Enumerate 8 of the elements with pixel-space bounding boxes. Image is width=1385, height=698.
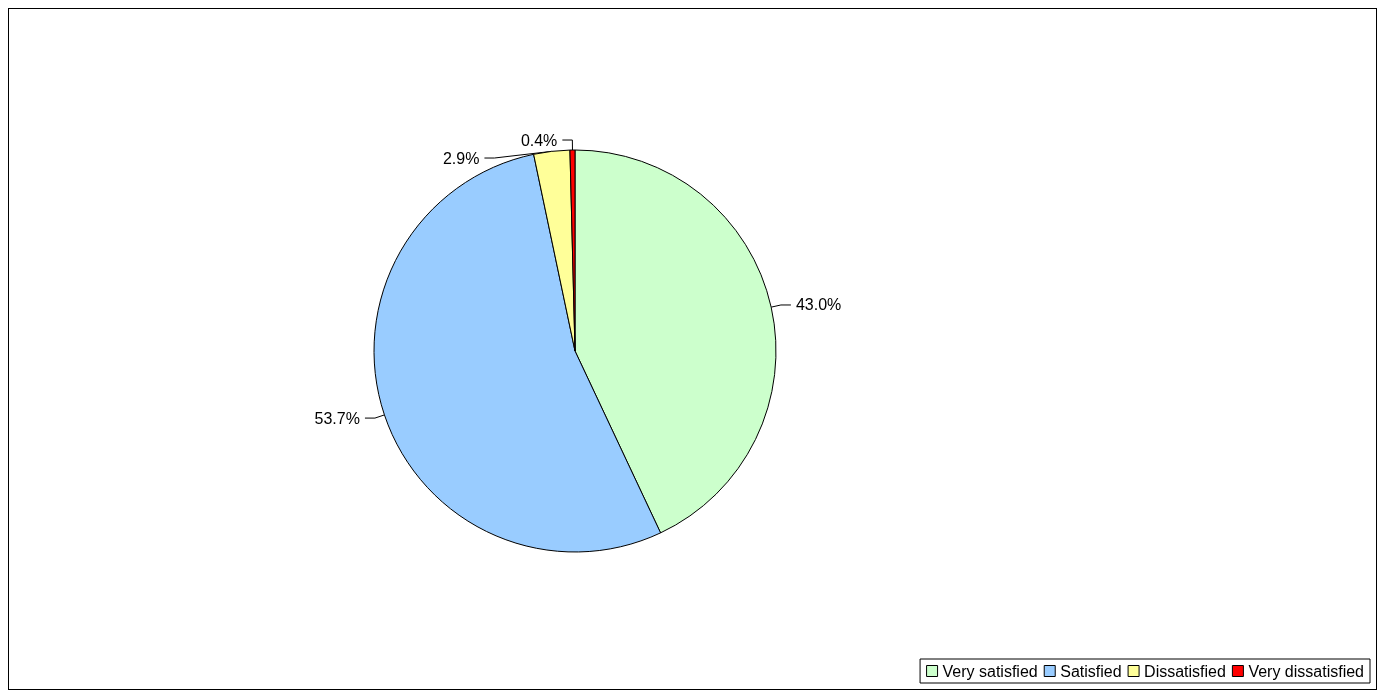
- data-label: 43.0%: [795, 296, 842, 314]
- legend-label: Dissatisfied: [1144, 662, 1226, 680]
- legend-label: Satisfied: [1060, 662, 1122, 680]
- legend-label: Very dissatisfied: [1248, 662, 1364, 680]
- data-label: 0.4%: [520, 131, 558, 149]
- data-label: 2.9%: [442, 149, 480, 167]
- data-label: 53.7%: [314, 409, 360, 427]
- legend-label: Very satisfied: [942, 662, 1038, 680]
